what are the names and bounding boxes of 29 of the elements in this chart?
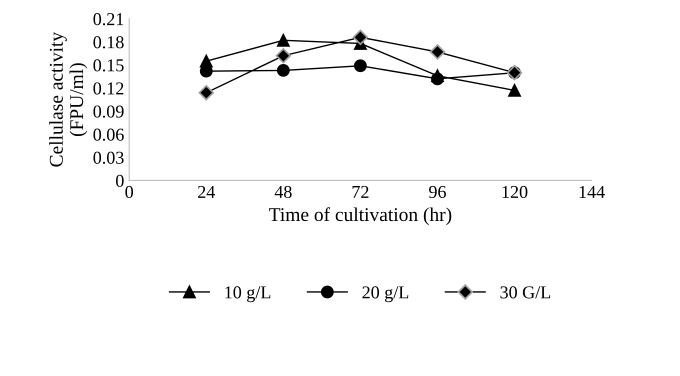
y-tick-label: 0.03	[93, 152, 124, 164]
x-tick-label: 72	[352, 186, 368, 198]
y-tick-label: 0.09	[93, 105, 124, 118]
legend-label: 30 G/L	[500, 286, 550, 298]
point	[276, 48, 292, 64]
point	[352, 30, 368, 45]
point	[430, 44, 446, 60]
point	[276, 34, 290, 47]
y-tick-label: 0.18	[93, 36, 124, 48]
x-tick-label: 96	[429, 186, 446, 198]
y-tick-label: 0.06	[93, 128, 124, 141]
x-tick-label: 120	[502, 186, 528, 198]
point	[508, 84, 521, 97]
x-tick-label: 144	[580, 186, 605, 198]
legend-label: 10 g/L	[225, 286, 270, 302]
point	[354, 59, 367, 72]
y-tick-label: 0.15	[93, 59, 124, 72]
y-axis-title: Cellulase activity (FPU/ml)	[49, 32, 88, 167]
y-tick-label: 0.12	[93, 82, 124, 95]
x-axis-title: Time of cultivation (hr)	[269, 207, 452, 226]
point	[198, 85, 214, 100]
x-tick-label: 48	[274, 186, 292, 198]
y-tick-label: 0	[116, 174, 124, 187]
x-tick-label: 24	[198, 186, 216, 198]
point	[431, 72, 444, 86]
point	[276, 64, 290, 77]
y-tick-label: 0.21	[93, 13, 124, 26]
x-tick-label: 0	[125, 186, 134, 198]
legend-label: 20 g/L	[362, 286, 408, 302]
